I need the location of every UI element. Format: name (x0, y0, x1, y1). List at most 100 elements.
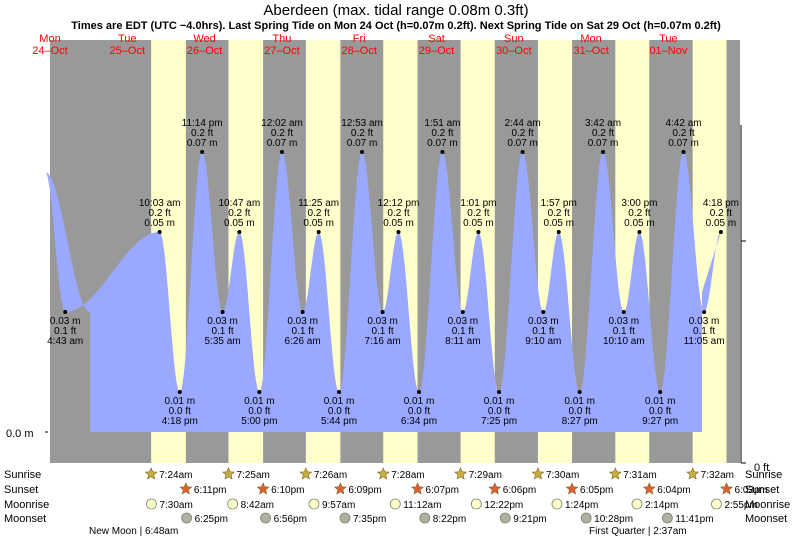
high-tide-label: 4:42 am (665, 118, 701, 129)
sunset-icon (256, 482, 270, 495)
low-tide-marker (621, 310, 626, 314)
moonset-icon (580, 512, 592, 524)
moonset-time: 7:35pm (353, 514, 386, 525)
sunrise-icon (376, 467, 390, 480)
low-tide-label: 0.03 m (689, 316, 720, 327)
high-tide-label: 0.07 m (187, 138, 218, 149)
axes: 0.0 m 0 ft (6, 125, 769, 474)
sunrise-icon (454, 467, 468, 480)
moonrise-icon (470, 498, 482, 510)
tide-area (45, 152, 721, 432)
high-tide-label: 0.07 m (668, 138, 699, 149)
astro-row-label-left: Sunrise (4, 469, 41, 481)
sunset-time: 6:11pm (194, 485, 227, 496)
sunset-time: 6:04pm (657, 485, 690, 496)
low-tide-label: 7:25 pm (481, 416, 517, 427)
low-tide-label: 0.03 m (448, 316, 479, 327)
high-tide-label: 0.2 ft (592, 128, 614, 139)
low-tide-label: 9:10 am (525, 336, 561, 347)
low-tide-label: 0.1 ft (693, 326, 715, 337)
high-tide-label: 1:01 pm (460, 198, 496, 209)
sunset-time: 6:07pm (426, 485, 459, 496)
moonset-time: 8:22pm (433, 514, 466, 525)
high-tide-label: 0.2 ft (351, 128, 373, 139)
high-tide-label: 10:47 am (218, 198, 260, 209)
sunset-time: 6:09pm (348, 485, 381, 496)
low-tide-label: 8:27 pm (562, 416, 598, 427)
low-tide-label: 0.03 m (609, 316, 640, 327)
astro-row-label-right: Sunset (745, 484, 779, 496)
day-date-label: 29–Oct (419, 45, 454, 57)
high-tide-label: 0.05 m (463, 218, 494, 229)
high-tide-label: 0.07 m (588, 138, 619, 149)
high-tide-label: 0.2 ft (228, 208, 250, 219)
high-tide-label: 0.2 ft (308, 208, 330, 219)
moonrise-time: 1:24pm (565, 500, 598, 511)
astro-row-label-left: Moonset (4, 513, 46, 525)
low-tide-label: 11:05 am (684, 336, 725, 347)
high-tide-label: 0.05 m (303, 218, 334, 229)
high-tide-label: 0.05 m (706, 218, 737, 229)
sunset-icon (333, 482, 347, 495)
high-tide-label: 3:42 am (585, 118, 621, 129)
low-tide-label: 0.0 ft (488, 406, 510, 417)
high-tide-label: 0.05 m (383, 218, 414, 229)
low-tide-label: 0.1 ft (532, 326, 554, 337)
low-tide-marker (541, 310, 546, 314)
sunset-time: 6:05pm (580, 485, 613, 496)
moonset-icon (661, 512, 673, 524)
low-tide-marker (702, 310, 707, 314)
low-tide-label: 4:43 am (47, 336, 83, 347)
high-tide-label: 0.2 ft (511, 128, 533, 139)
day-weekday-label: Sat (428, 33, 445, 45)
moonrise-icon (389, 498, 401, 510)
high-tide-label: 11:14 pm (182, 118, 223, 129)
sunset-icon (642, 482, 656, 495)
moonset-time: 6:25pm (195, 514, 228, 525)
sunset-time: 6:03pm (735, 485, 768, 496)
low-tide-label: 4:18 pm (162, 416, 198, 427)
low-tide-label: 0.1 ft (54, 326, 76, 337)
sunrise-time: 7:28am (391, 470, 424, 481)
moonset-time: 10:28pm (594, 514, 633, 525)
sunrise-time: 7:24am (159, 470, 192, 481)
moonset-time: 9:21pm (513, 514, 546, 525)
low-tide-label: 5:35 am (205, 336, 241, 347)
high-tide-marker (316, 230, 321, 234)
moonset-icon (499, 512, 511, 524)
sunrise-time: 7:32am (701, 470, 734, 481)
moonset-icon (260, 512, 271, 524)
high-tide-marker (440, 150, 445, 154)
high-tide-label: 0.2 ft (628, 208, 650, 219)
day-weekday-label: Thu (272, 33, 291, 45)
day-weekday-label: Tue (659, 33, 678, 45)
low-tide-label: 0.1 ft (211, 326, 233, 337)
high-tide-label: 4:18 pm (703, 198, 739, 209)
low-tide-label: 0.01 m (484, 396, 515, 407)
astro-row-label-right: Sunrise (745, 469, 782, 481)
low-tide-label: 0.0 ft (169, 406, 191, 417)
high-tide-label: 0.05 m (624, 218, 655, 229)
high-tide-label: 0.07 m (267, 138, 298, 149)
low-tide-label: 0.01 m (645, 396, 676, 407)
high-tide-label: 0.2 ft (672, 128, 694, 139)
low-tide-label: 10:10 am (603, 336, 645, 347)
astro-row-label-left: Sunset (4, 484, 38, 496)
astro-row-label-right: Moonset (745, 513, 787, 525)
day-weekday-label: Mon (39, 33, 60, 45)
sunrise-icon (686, 467, 700, 480)
moonrise-time: 8:42am (241, 500, 274, 511)
day-date-label: 24–Oct (32, 45, 67, 57)
sunset-time: 6:06pm (503, 485, 536, 496)
low-tide-marker (220, 310, 225, 314)
high-tide-marker (360, 150, 365, 154)
day-date-label: 27–Oct (264, 45, 299, 57)
sunrise-icon (299, 467, 313, 480)
first-quarter-label: First Quarter | 2:37am (589, 526, 687, 537)
day-weekday-label: Tue (118, 33, 137, 45)
low-tide-label: 0.03 m (367, 316, 398, 327)
moonset-icon (419, 512, 431, 524)
moon-phases: New Moon | 6:48am First Quarter | 2:37am (89, 526, 687, 537)
high-tide-label: 0.2 ft (387, 208, 409, 219)
moonrise-time: 7:30am (159, 500, 192, 511)
